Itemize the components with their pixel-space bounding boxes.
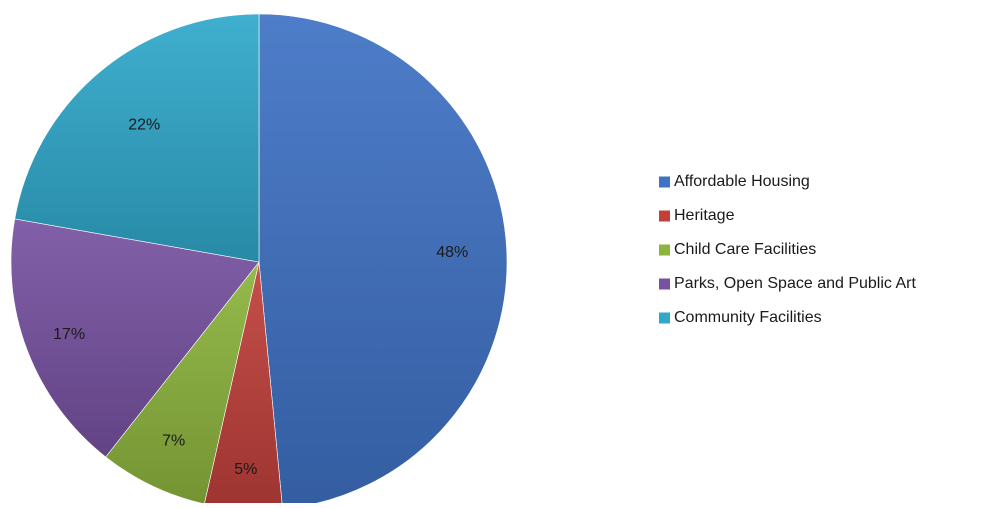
- legend-label-parks-open-space-and-public-art: Parks, Open Space and Public Art: [674, 275, 916, 292]
- data-label-affordable-housing: 48%: [436, 244, 468, 261]
- data-label-parks-open-space-and-public-art: 17%: [53, 326, 85, 343]
- pie-data-labels: 48% 5% 7% 17% 22%: [53, 116, 468, 478]
- legend-label-heritage: Heritage: [674, 207, 735, 224]
- legend-item-child-care-facilities: Child Care Facilities: [659, 241, 816, 258]
- legend-swatch-parks-open-space-and-public-art: [659, 278, 670, 290]
- legend-swatch-heritage: [659, 210, 670, 222]
- legend-item-parks-open-space-and-public-art: Parks, Open Space and Public Art: [659, 275, 916, 292]
- legend-swatch-child-care-facilities: [659, 244, 670, 256]
- chart-legend: Affordable Housing Heritage Child Care Fac…: [659, 173, 916, 326]
- legend-label-affordable-housing: Affordable Housing: [674, 173, 810, 190]
- legend-item-affordable-housing: Affordable Housing: [659, 173, 810, 190]
- pie-slices: [10, 13, 508, 508]
- data-label-community-facilities: 22%: [128, 116, 160, 133]
- legend-item-heritage: Heritage: [659, 207, 735, 224]
- data-label-heritage: 5%: [234, 461, 257, 478]
- legend-item-community-facilities: Community Facilities: [659, 309, 822, 326]
- data-label-child-care-facilities: 7%: [162, 432, 185, 449]
- legend-swatch-community-facilities: [659, 312, 670, 324]
- pie-slice-community-facilities: [14, 13, 260, 263]
- pie-slice-affordable-housing: [258, 13, 508, 508]
- legend-swatch-affordable-housing: [659, 176, 670, 188]
- legend-label-community-facilities: Community Facilities: [674, 309, 822, 326]
- legend-label-child-care-facilities: Child Care Facilities: [674, 241, 816, 258]
- pie-slice-parks-open-space-and-public-art: [10, 218, 260, 458]
